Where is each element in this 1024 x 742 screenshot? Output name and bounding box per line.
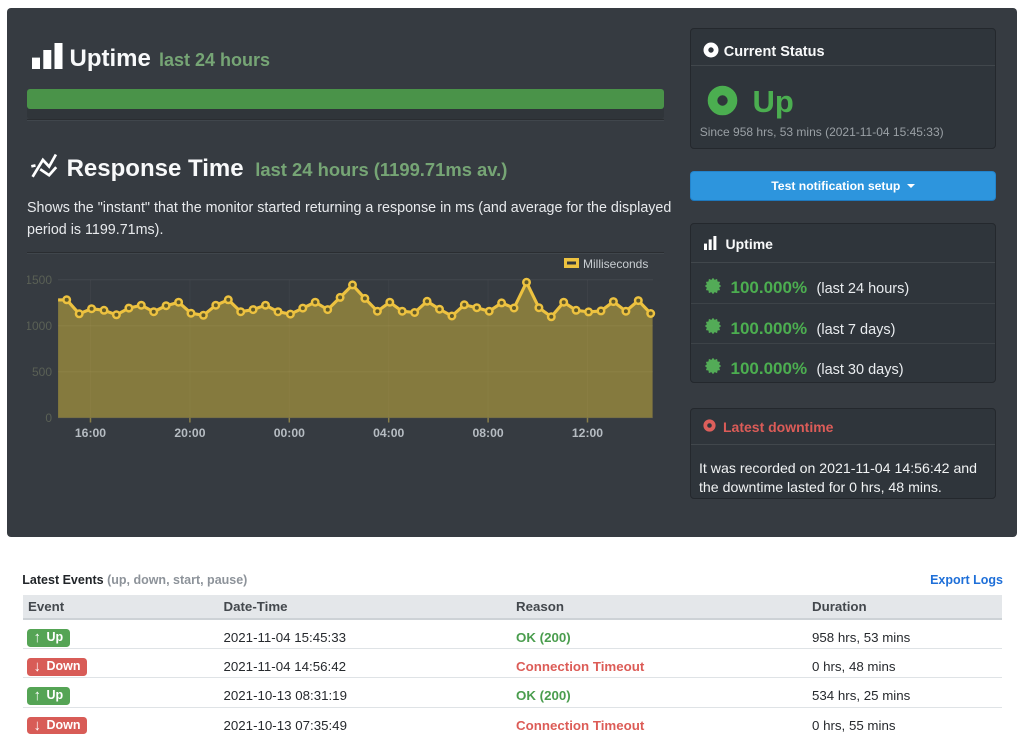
- svg-text:20:00: 20:00: [174, 426, 205, 440]
- svg-text:500: 500: [32, 365, 52, 379]
- svg-text:16:00: 16:00: [75, 426, 106, 440]
- svg-text:08:00: 08:00: [473, 426, 504, 440]
- svg-text:04:00: 04:00: [373, 426, 404, 440]
- svg-text:00:00: 00:00: [274, 426, 305, 440]
- svg-text:1500: 1500: [27, 273, 52, 287]
- svg-text:1000: 1000: [27, 319, 52, 333]
- svg-text:Milliseconds: Milliseconds: [583, 257, 648, 271]
- svg-text:12:00: 12:00: [572, 426, 603, 440]
- svg-text:0: 0: [45, 411, 52, 425]
